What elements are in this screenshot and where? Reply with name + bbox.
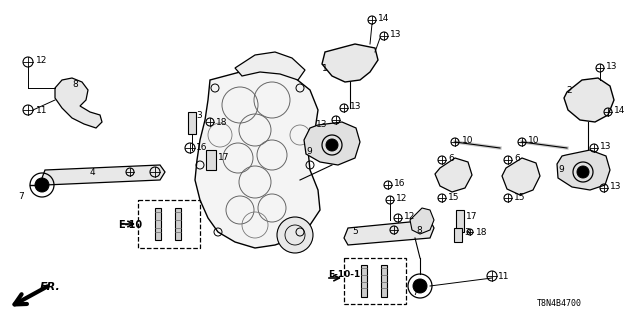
Text: E-10: E-10 — [118, 220, 142, 230]
Text: 17: 17 — [218, 153, 230, 162]
Polygon shape — [195, 68, 320, 248]
Text: E-10-1: E-10-1 — [328, 270, 360, 279]
Text: 16: 16 — [196, 143, 207, 152]
Text: 6: 6 — [514, 154, 520, 163]
Text: 11: 11 — [498, 272, 509, 281]
Text: 4: 4 — [90, 168, 95, 177]
Text: 6: 6 — [448, 154, 454, 163]
Text: 12: 12 — [396, 194, 408, 203]
Text: 10: 10 — [528, 136, 540, 145]
Text: 13: 13 — [316, 120, 328, 129]
Text: 13: 13 — [390, 30, 401, 39]
Polygon shape — [55, 78, 102, 128]
Polygon shape — [502, 158, 540, 195]
Text: 5: 5 — [352, 227, 358, 236]
Text: 13: 13 — [610, 182, 621, 191]
Polygon shape — [42, 165, 165, 185]
Bar — [361, 265, 367, 297]
Polygon shape — [410, 208, 434, 234]
Text: 18: 18 — [216, 118, 227, 127]
Text: 7: 7 — [18, 192, 24, 201]
Text: 13: 13 — [600, 142, 611, 151]
Text: 9: 9 — [558, 165, 564, 174]
Text: 9: 9 — [306, 147, 312, 156]
Circle shape — [35, 178, 49, 192]
Text: 12: 12 — [404, 212, 415, 221]
Bar — [188, 112, 196, 134]
Circle shape — [277, 217, 313, 253]
Polygon shape — [322, 44, 378, 82]
Text: 15: 15 — [448, 193, 460, 202]
Text: 12: 12 — [36, 56, 47, 65]
Text: 13: 13 — [606, 62, 618, 71]
Text: 8: 8 — [416, 226, 422, 235]
Bar — [456, 210, 464, 232]
Text: 11: 11 — [36, 106, 47, 115]
Text: 17: 17 — [466, 212, 477, 221]
Bar — [138, 200, 200, 248]
Bar — [344, 258, 406, 304]
Polygon shape — [344, 220, 434, 245]
Text: 13: 13 — [350, 102, 362, 111]
Text: 3: 3 — [464, 228, 470, 237]
Text: 16: 16 — [394, 179, 406, 188]
Polygon shape — [557, 150, 610, 190]
Text: 7: 7 — [412, 288, 418, 297]
Text: 2: 2 — [566, 86, 572, 95]
Text: FR.: FR. — [40, 282, 61, 292]
Polygon shape — [435, 158, 472, 192]
Text: 3: 3 — [196, 111, 202, 120]
Bar — [454, 228, 462, 242]
Text: 14: 14 — [614, 106, 625, 115]
Text: 14: 14 — [378, 14, 389, 23]
Polygon shape — [235, 52, 305, 80]
Bar — [381, 265, 387, 297]
Text: 8: 8 — [72, 80, 77, 89]
Text: 18: 18 — [476, 228, 488, 237]
Bar — [155, 208, 161, 240]
Bar — [175, 208, 181, 240]
Text: 1: 1 — [322, 64, 328, 73]
Circle shape — [413, 279, 427, 293]
Text: T8N4B4700: T8N4B4700 — [537, 299, 582, 308]
Polygon shape — [304, 122, 360, 165]
Circle shape — [577, 166, 589, 178]
Text: 15: 15 — [514, 193, 525, 202]
Text: 10: 10 — [462, 136, 474, 145]
Bar — [206, 150, 216, 170]
Polygon shape — [564, 78, 614, 122]
Circle shape — [326, 139, 338, 151]
